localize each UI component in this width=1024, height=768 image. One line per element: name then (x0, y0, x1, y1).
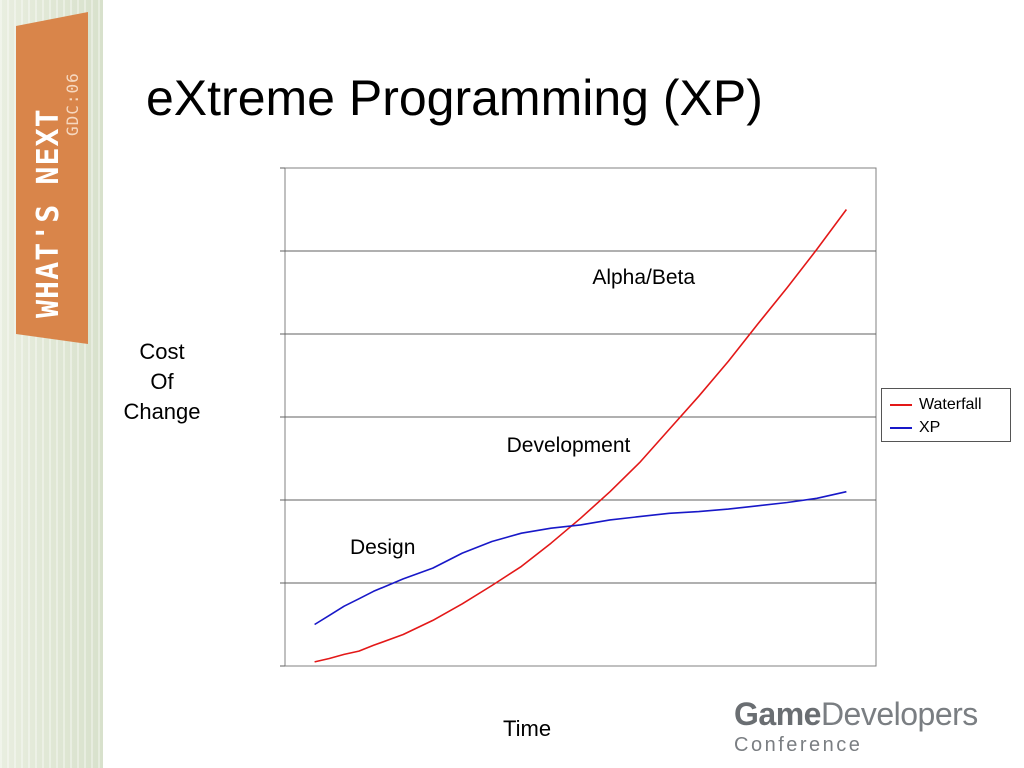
series-line-xp (314, 490, 847, 626)
y-axis-label: Cost Of Change (112, 337, 212, 427)
game-developers-conference-logo: GameDevelopers Conference (734, 694, 978, 756)
y-axis-label-line: Cost (139, 339, 185, 364)
legend-swatch-xp (890, 427, 912, 429)
series-line-waterfall (314, 209, 848, 663)
y-axis-label-line: Of (150, 369, 174, 394)
whats-next-gdc-badge: WHAT'S NEXT GDC:06 (16, 12, 88, 344)
logo-line-2: Conference (734, 734, 863, 756)
badge-main-text: WHAT'S NEXT (31, 108, 66, 318)
annotation-alpha-beta: Alpha/Beta (592, 266, 695, 289)
legend-swatch-waterfall (890, 404, 912, 406)
x-axis-label: Time (503, 716, 552, 741)
legend-item-xp: XP (890, 417, 940, 439)
legend-label-xp: XP (919, 419, 941, 436)
badge-sub-text: GDC:06 (63, 72, 82, 136)
legend-label-waterfall: Waterfall (919, 396, 982, 413)
chart-legend: Waterfall XP (881, 388, 1011, 442)
slide-title: eXtreme Programming (XP) (146, 70, 763, 126)
logo-brand-bold: Game (734, 696, 821, 732)
annotation-development: Development (507, 434, 631, 457)
annotation-design: Design (350, 536, 415, 559)
legend-item-waterfall: Waterfall (890, 394, 982, 416)
logo-brand-rest: Developers (820, 696, 978, 732)
badge-shape (16, 12, 88, 344)
y-axis-label-line: Change (123, 399, 201, 424)
logo-line-1: GameDevelopers (734, 694, 978, 734)
